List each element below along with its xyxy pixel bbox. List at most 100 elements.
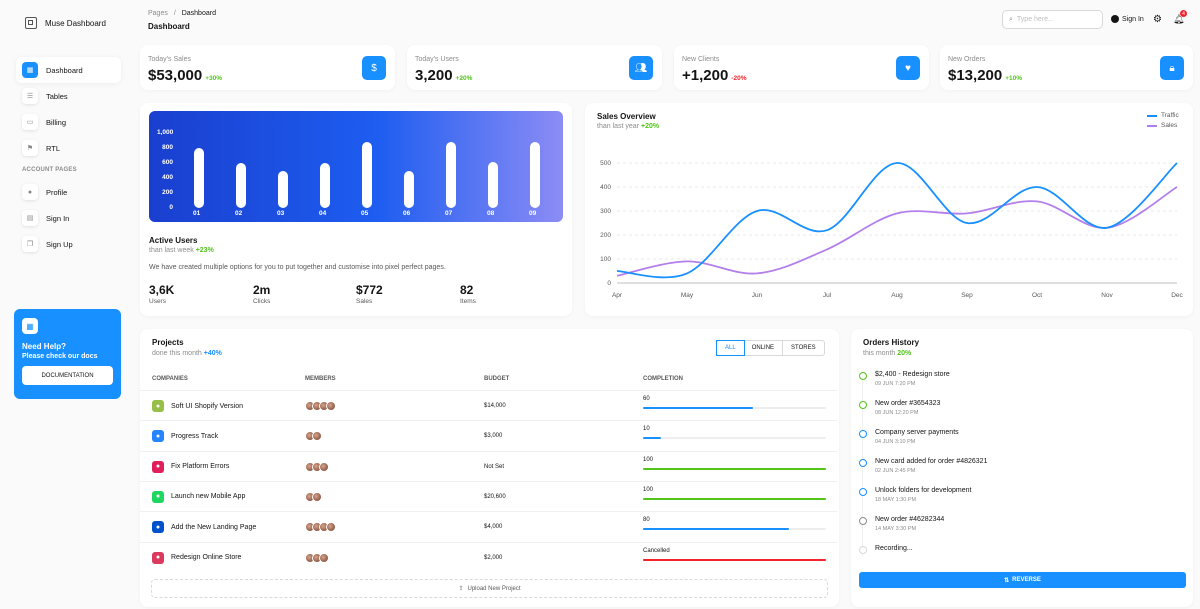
bar[interactable]	[530, 142, 540, 208]
company-name: Fix Platform Errors	[171, 463, 230, 471]
sidebar-item-signup[interactable]: ❐ Sign Up	[16, 231, 121, 257]
series-line-sales[interactable]	[616, 186, 1178, 277]
breadcrumb: Pages / Dashboard	[148, 10, 216, 17]
brand[interactable]: Muse Dashboard	[25, 17, 106, 29]
signin-link[interactable]: Sign In	[1111, 15, 1144, 23]
bar[interactable]	[194, 148, 204, 208]
profile-icon: ●	[22, 184, 38, 200]
projects-filter: ALL ONLINE STORES	[716, 340, 825, 356]
y-tick-label: 200	[162, 189, 173, 196]
active-users-card: 1,000 800 600 400 200 0 01 02 03 04 05 06 07 08 09 Act…	[140, 103, 572, 316]
search-placeholder: Type here...	[1016, 16, 1054, 23]
stat-value: $13,200	[948, 67, 1003, 84]
brand-name: Muse Dashboard	[45, 18, 106, 28]
stat-value-wrap: 3,200 +20%	[415, 67, 472, 84]
breadcrumb-root[interactable]: Pages	[148, 10, 168, 17]
timeline-title: $2,400 - Redesign store	[875, 371, 950, 378]
timeline-title: Unlock folders for development	[875, 487, 972, 494]
y-tick-label: 0	[607, 280, 611, 287]
table-row[interactable]: ● Add the New Landing Page $4,000 80	[140, 511, 837, 541]
reverse-button[interactable]: ⇅ REVERSE	[859, 572, 1186, 588]
legend-traffic[interactable]: Traffic	[1147, 112, 1179, 119]
table-row[interactable]: ● Fix Platform Errors Not Set 100	[140, 450, 837, 481]
legend-label: Traffic	[1161, 112, 1179, 119]
sidebar-item-rtl[interactable]: ⚑ RTL	[16, 135, 121, 161]
bar[interactable]	[320, 163, 330, 208]
au-stat-label: Users	[149, 298, 166, 305]
x-tick-label: 07	[445, 210, 453, 217]
upload-label: Upload New Project	[467, 585, 521, 592]
signin-label: Sign In	[1122, 15, 1144, 23]
sidebar-item-dashboard[interactable]: ▦ Dashboard	[16, 57, 121, 83]
sidebar-item-profile[interactable]: ● Profile	[16, 179, 121, 205]
members-cell	[305, 461, 329, 472]
sidebar-nav: ▦ Dashboard ☰ Tables ▭ Billing ⚑ RTL ACC…	[16, 57, 121, 257]
subtitle-delta: +23%	[195, 247, 214, 254]
table-row[interactable]: ● Redesign Online Store $2,000 Cancelled	[140, 541, 837, 572]
filter-all[interactable]: ALL	[716, 340, 745, 356]
company-name: Add the New Landing Page	[171, 523, 257, 531]
table-row[interactable]: ● Launch new Mobile App $20,600 100	[140, 480, 837, 511]
bar[interactable]	[488, 161, 498, 208]
avatar	[326, 522, 336, 533]
dollar-icon: $	[362, 56, 386, 80]
invision-icon: ●	[152, 551, 164, 564]
y-tick-label: 800	[162, 144, 173, 151]
completion-fill	[643, 558, 826, 561]
stat-label: Today's Sales	[148, 56, 191, 63]
company-cell: ● Add the New Landing Page	[152, 521, 257, 534]
sidebar-item-signin[interactable]: ▤ Sign In	[16, 205, 121, 231]
avatar	[319, 552, 329, 563]
completion-label: 100	[643, 456, 654, 463]
company-cell: ● Launch new Mobile App	[152, 490, 245, 503]
bar[interactable]	[446, 142, 456, 208]
table-row[interactable]: ● Soft UI Shopify Version $14,000 60	[140, 390, 837, 420]
sidebar-item-tables[interactable]: ☰ Tables	[16, 83, 121, 109]
sidebar-item-billing[interactable]: ▭ Billing	[16, 109, 121, 135]
stat-value-wrap: $13,200 +10%	[948, 67, 1022, 84]
column-header: COMPANIES	[152, 376, 188, 382]
bar[interactable]	[278, 171, 288, 208]
bar[interactable]	[362, 142, 372, 208]
completion-track	[643, 497, 826, 500]
company-cell: ● Soft UI Shopify Version	[152, 400, 243, 412]
au-stat-label: Sales	[356, 298, 373, 305]
completion-track	[643, 437, 826, 440]
company-name: Soft UI Shopify Version	[171, 402, 243, 410]
legend-sales[interactable]: Sales	[1147, 122, 1177, 129]
filter-stores[interactable]: STORES	[791, 345, 816, 351]
user-icon	[1111, 15, 1119, 23]
timeline-date: 09 JUN 7:20 PM	[875, 381, 916, 387]
members-cell	[305, 522, 336, 533]
x-tick-label: 02	[235, 210, 243, 217]
table-row[interactable]: ● Progress Track $3,000 10	[140, 420, 837, 450]
company-cell: ● Fix Platform Errors	[152, 460, 230, 473]
bell-icon[interactable]: 🔔︎	[1173, 14, 1185, 24]
signup-icon: ❐	[22, 236, 38, 252]
stat-card-orders: New Orders $13,200 +10% 🔒︎	[940, 45, 1193, 90]
bar[interactable]	[404, 171, 414, 208]
subtitle-text: done this month	[152, 350, 202, 357]
filter-online[interactable]: ONLINE	[744, 341, 784, 355]
series-line-traffic[interactable]	[616, 162, 1178, 279]
completion-fill	[643, 407, 753, 409]
bar[interactable]	[236, 163, 246, 208]
company-cell: ● Progress Track	[152, 430, 218, 443]
documentation-button[interactable]: DOCUMENTATION	[22, 366, 113, 385]
gear-icon[interactable]: ⚙	[1153, 14, 1162, 25]
avatar	[326, 401, 336, 411]
search-input[interactable]: ⌕ Type here...	[1002, 10, 1103, 29]
stat-value-wrap: $53,000 +30%	[148, 67, 222, 84]
completion-label: Cancelled	[643, 547, 670, 554]
upload-project-button[interactable]: ⇪ Upload New Project	[151, 579, 828, 598]
sidebar-section-label: ACCOUNT PAGES	[22, 167, 77, 173]
au-stat-users: 3,6K Users	[149, 283, 174, 305]
x-tick-label: Jul	[823, 292, 832, 299]
legend-swatch	[1147, 124, 1157, 127]
page-title: Dashboard	[148, 22, 190, 31]
rtl-icon: ⚑	[22, 140, 38, 156]
active-users-description: We have created multiple options for you…	[149, 264, 446, 271]
au-stat-clicks: 2m Clicks	[253, 283, 270, 305]
help-card: ▦ Need Help? Please check our docs DOCUM…	[14, 309, 121, 399]
budget-cell: $3,000	[484, 433, 503, 440]
